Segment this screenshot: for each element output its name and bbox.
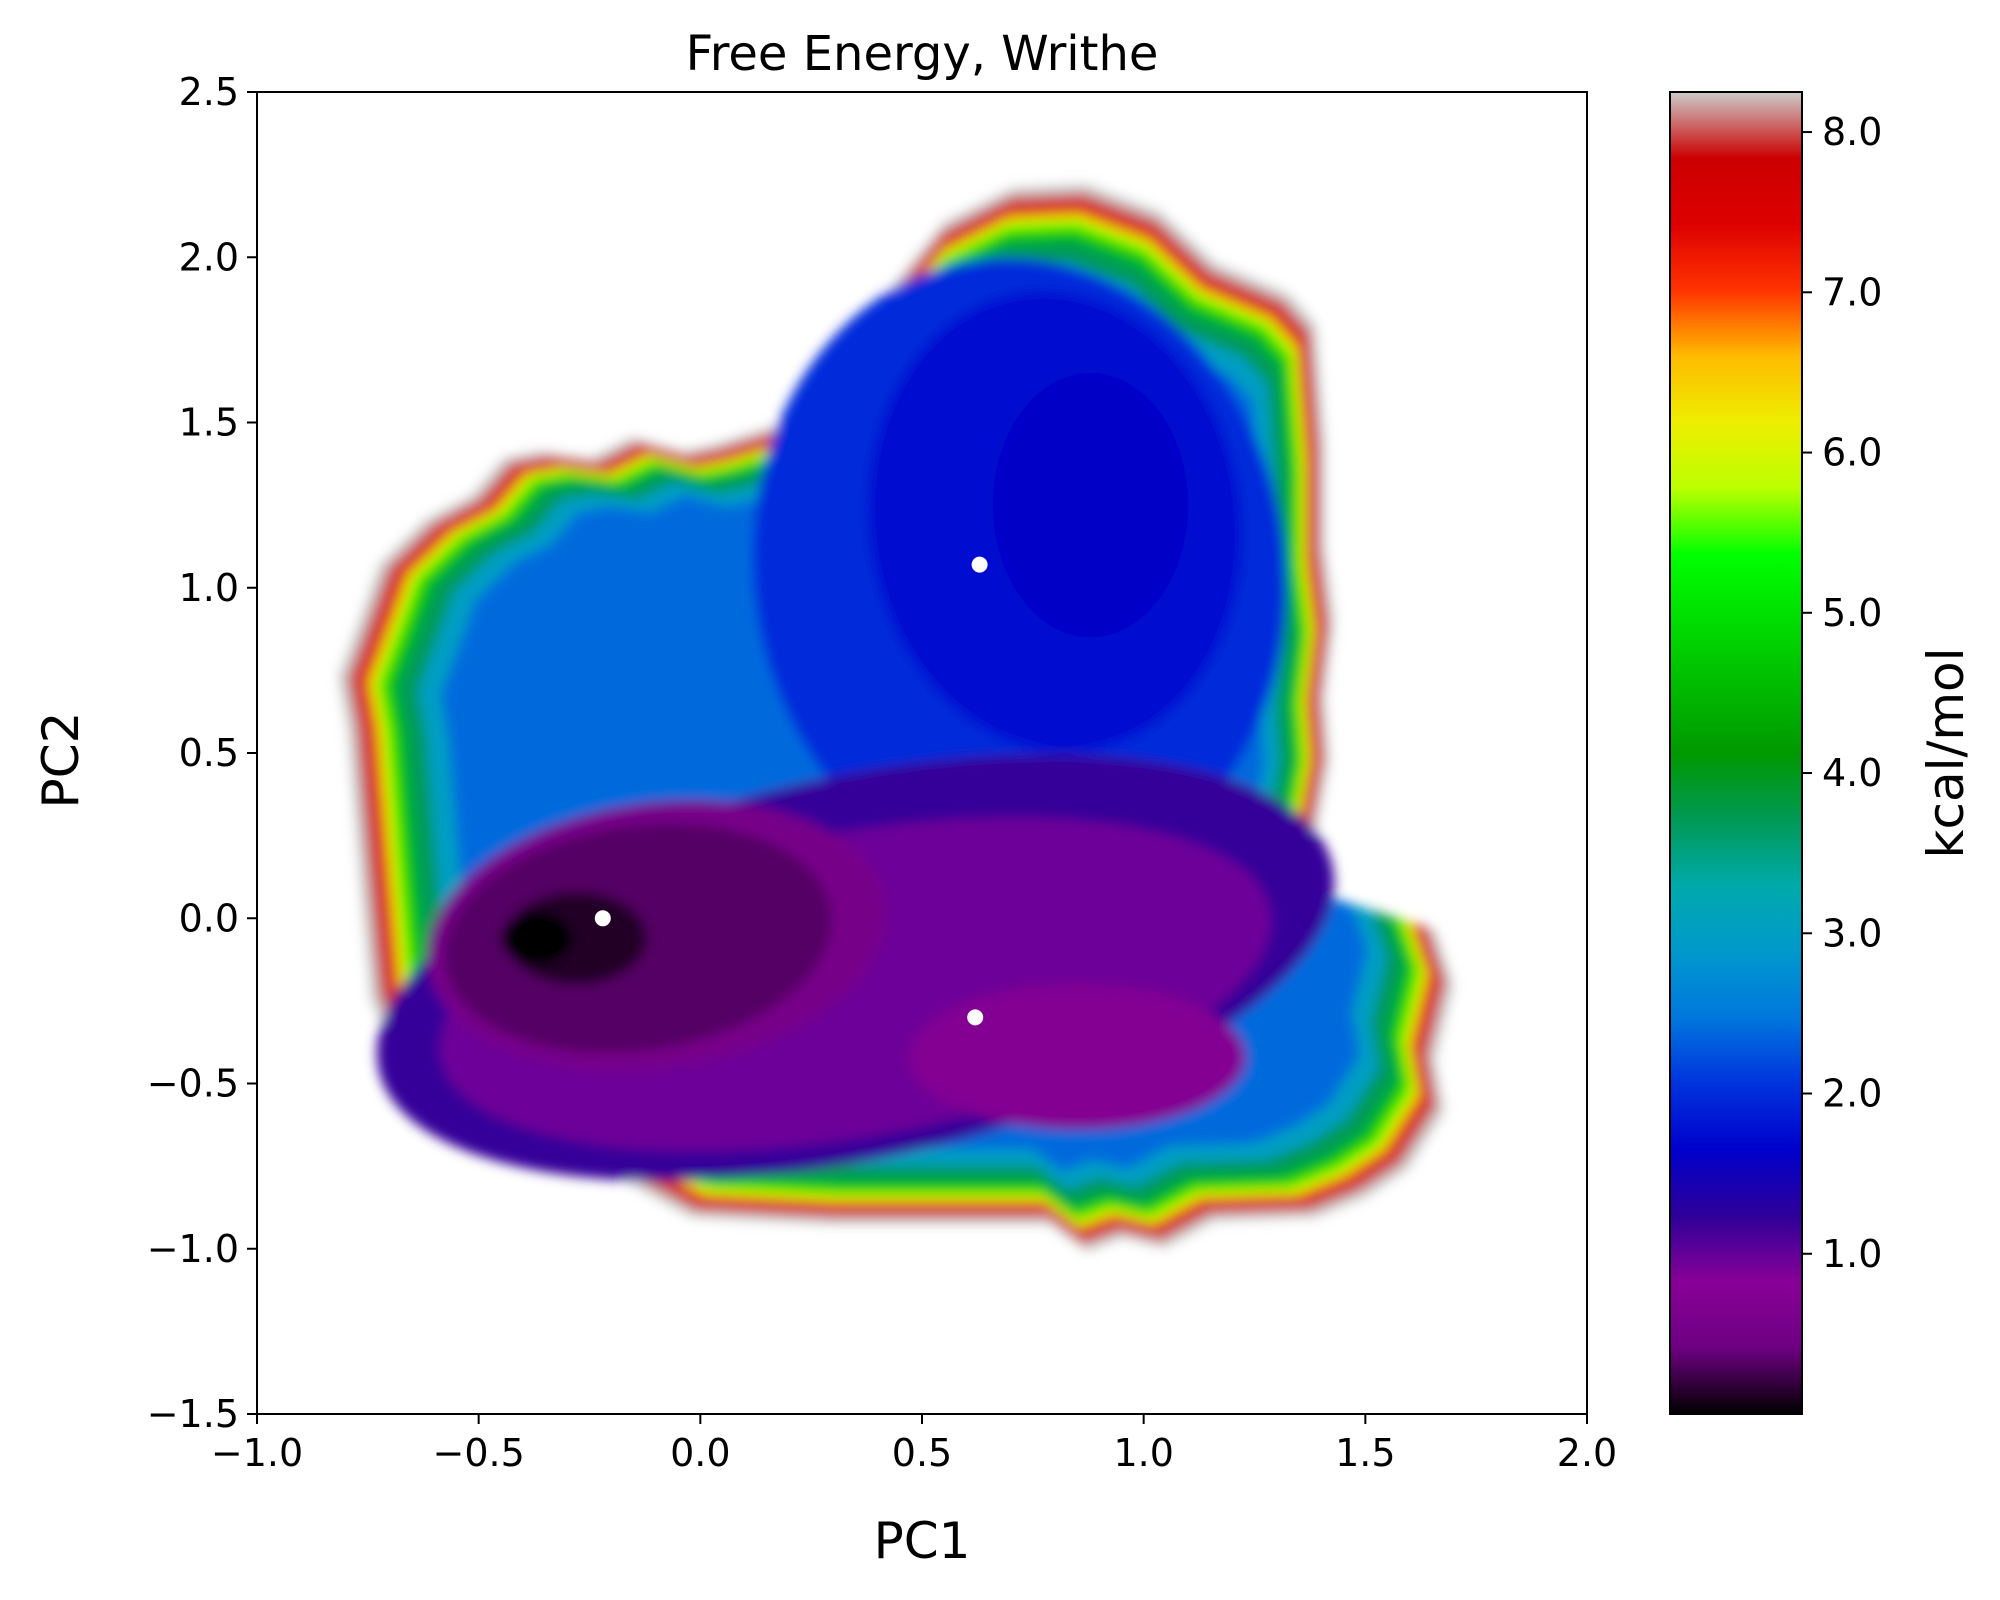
x-tick-label: −1.0 <box>211 1431 303 1475</box>
upper-basin-core <box>993 372 1188 638</box>
plot-area <box>338 184 1454 1252</box>
y-tick-label: −1.5 <box>147 1392 239 1436</box>
x-tick-label: 1.5 <box>1335 1431 1395 1475</box>
colorbar-tick-label: 3.0 <box>1822 911 1882 955</box>
colorbar-ticks: 1.0 2.0 3.0 4.0 5.0 6.0 7.0 8.0 <box>1802 110 1882 1276</box>
chart-title: Free Energy, Writhe <box>686 26 1159 82</box>
y-tick-label: 0.0 <box>179 896 239 940</box>
minimum-marker <box>967 1009 984 1026</box>
y-tick-label: 1.5 <box>179 401 239 445</box>
x-axis: −1.0 −0.5 0.0 0.5 1.0 1.5 2.0 <box>211 1414 1617 1475</box>
y-tick-label: 2.0 <box>179 235 239 279</box>
colorbar-tick-label: 7.0 <box>1822 270 1882 314</box>
minimum-marker <box>594 910 611 927</box>
x-tick-label: 2.0 <box>1557 1431 1617 1475</box>
free-energy-surface <box>338 184 1454 1252</box>
y-tick-label: −1.0 <box>147 1227 239 1271</box>
minimum-marker <box>971 556 988 573</box>
colorbar-fill <box>1669 91 1803 1415</box>
y-tick-label: −0.5 <box>147 1062 239 1106</box>
colorbar-tick-label: 4.0 <box>1822 751 1882 795</box>
x-tick-label: −0.5 <box>433 1431 525 1475</box>
colorbar: 1.0 2.0 3.0 4.0 5.0 6.0 7.0 8.0 kcal/mol <box>1669 91 1975 1415</box>
minimum-markers <box>594 556 988 1026</box>
y-tick-label: 1.0 <box>179 566 239 610</box>
y-tick-label: 2.5 <box>179 70 239 114</box>
x-tick-label: 0.5 <box>892 1431 952 1475</box>
colorbar-tick-label: 1.0 <box>1822 1232 1882 1276</box>
global-basin-core <box>500 911 572 965</box>
colorbar-tick-label: 5.0 <box>1822 591 1882 635</box>
colorbar-tick-label: 8.0 <box>1822 110 1882 154</box>
colorbar-tick-label: 6.0 <box>1822 431 1882 475</box>
y-axis-label: PC2 <box>32 712 90 809</box>
x-tick-label: 1.0 <box>1113 1431 1173 1475</box>
y-axis: −1.5 −1.0 −0.5 0.0 0.5 1.0 1.5 2.0 2.5 <box>147 70 257 1436</box>
y-tick-label: 0.5 <box>179 731 239 775</box>
colorbar-label: kcal/mol <box>1917 647 1975 858</box>
x-axis-label: PC1 <box>874 1512 971 1570</box>
colorbar-tick-label: 2.0 <box>1822 1072 1882 1116</box>
right-basin-core <box>908 984 1246 1130</box>
x-tick-label: 0.0 <box>670 1431 730 1475</box>
